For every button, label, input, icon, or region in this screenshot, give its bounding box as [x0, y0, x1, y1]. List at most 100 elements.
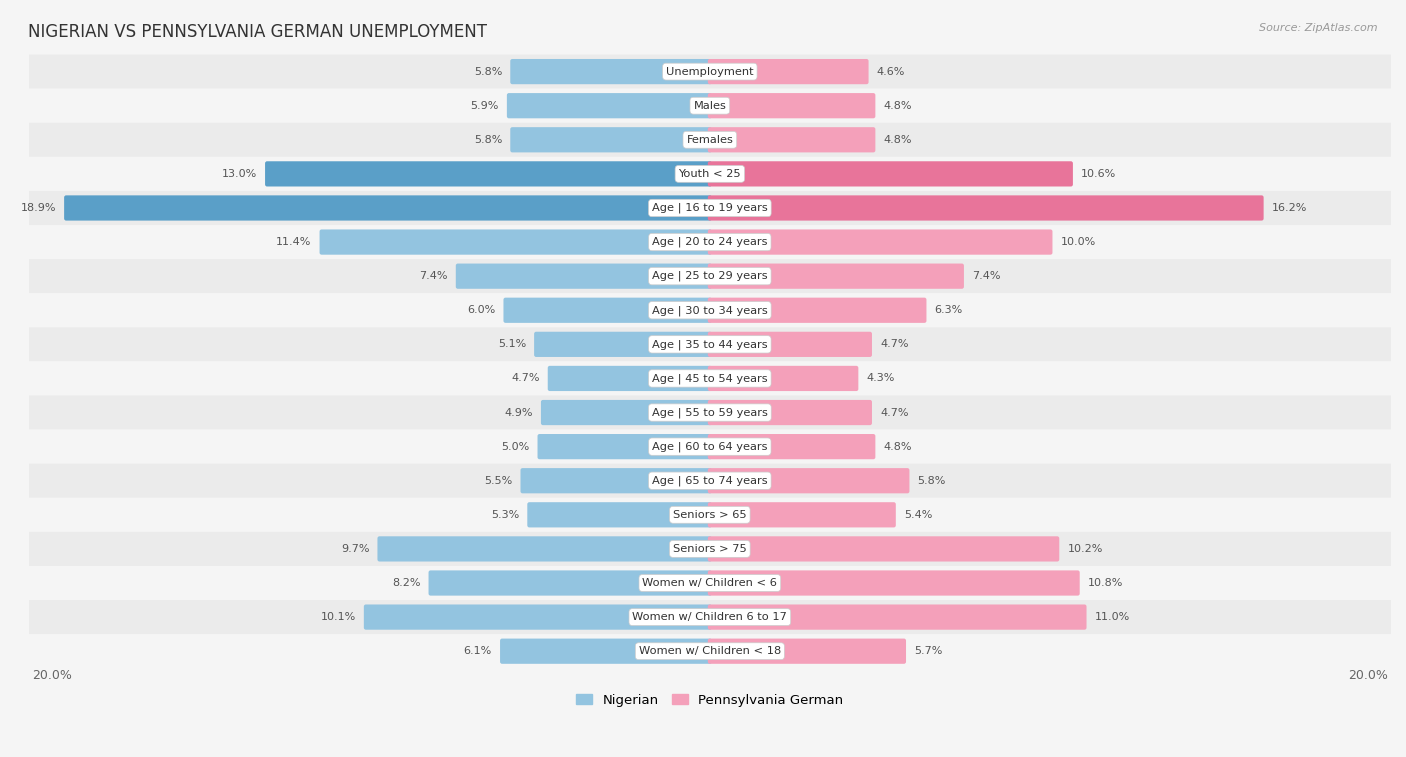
- FancyBboxPatch shape: [28, 498, 1391, 532]
- Text: Age | 25 to 29 years: Age | 25 to 29 years: [652, 271, 768, 282]
- FancyBboxPatch shape: [28, 327, 1391, 361]
- FancyBboxPatch shape: [707, 468, 910, 494]
- Legend: Nigerian, Pennsylvania German: Nigerian, Pennsylvania German: [576, 693, 844, 706]
- FancyBboxPatch shape: [28, 395, 1391, 429]
- FancyBboxPatch shape: [537, 434, 711, 459]
- Text: Unemployment: Unemployment: [666, 67, 754, 76]
- FancyBboxPatch shape: [707, 93, 876, 118]
- FancyBboxPatch shape: [364, 605, 711, 630]
- FancyBboxPatch shape: [28, 89, 1391, 123]
- FancyBboxPatch shape: [501, 639, 711, 664]
- FancyBboxPatch shape: [28, 225, 1391, 259]
- FancyBboxPatch shape: [707, 127, 876, 152]
- FancyBboxPatch shape: [28, 600, 1391, 634]
- Text: 5.3%: 5.3%: [491, 509, 519, 520]
- Text: Youth < 25: Youth < 25: [679, 169, 741, 179]
- FancyBboxPatch shape: [503, 298, 711, 323]
- FancyBboxPatch shape: [707, 400, 872, 425]
- Text: Age | 55 to 59 years: Age | 55 to 59 years: [652, 407, 768, 418]
- Text: 20.0%: 20.0%: [32, 669, 72, 682]
- Text: NIGERIAN VS PENNSYLVANIA GERMAN UNEMPLOYMENT: NIGERIAN VS PENNSYLVANIA GERMAN UNEMPLOY…: [28, 23, 486, 41]
- Text: 5.4%: 5.4%: [904, 509, 932, 520]
- FancyBboxPatch shape: [707, 536, 1059, 562]
- FancyBboxPatch shape: [28, 259, 1391, 293]
- Text: Age | 20 to 24 years: Age | 20 to 24 years: [652, 237, 768, 248]
- Text: 9.7%: 9.7%: [340, 544, 370, 554]
- FancyBboxPatch shape: [707, 332, 872, 357]
- FancyBboxPatch shape: [28, 123, 1391, 157]
- FancyBboxPatch shape: [28, 293, 1391, 327]
- FancyBboxPatch shape: [548, 366, 711, 391]
- Text: 4.3%: 4.3%: [866, 373, 894, 384]
- Text: 7.4%: 7.4%: [972, 271, 1001, 281]
- Text: 5.5%: 5.5%: [484, 475, 512, 486]
- Text: 4.8%: 4.8%: [883, 101, 912, 111]
- Text: Women w/ Children < 6: Women w/ Children < 6: [643, 578, 778, 588]
- FancyBboxPatch shape: [707, 570, 1080, 596]
- FancyBboxPatch shape: [510, 127, 711, 152]
- Text: 6.1%: 6.1%: [464, 646, 492, 656]
- Text: 10.8%: 10.8%: [1088, 578, 1123, 588]
- FancyBboxPatch shape: [707, 59, 869, 84]
- Text: 10.2%: 10.2%: [1067, 544, 1102, 554]
- FancyBboxPatch shape: [65, 195, 711, 220]
- FancyBboxPatch shape: [541, 400, 711, 425]
- FancyBboxPatch shape: [707, 639, 905, 664]
- Text: 5.8%: 5.8%: [474, 67, 502, 76]
- FancyBboxPatch shape: [707, 229, 1053, 254]
- FancyBboxPatch shape: [510, 59, 711, 84]
- Text: 8.2%: 8.2%: [392, 578, 420, 588]
- Text: Age | 30 to 34 years: Age | 30 to 34 years: [652, 305, 768, 316]
- Text: Women w/ Children 6 to 17: Women w/ Children 6 to 17: [633, 612, 787, 622]
- Text: 10.1%: 10.1%: [321, 612, 356, 622]
- FancyBboxPatch shape: [707, 502, 896, 528]
- FancyBboxPatch shape: [429, 570, 711, 596]
- FancyBboxPatch shape: [377, 536, 711, 562]
- Text: Source: ZipAtlas.com: Source: ZipAtlas.com: [1260, 23, 1378, 33]
- FancyBboxPatch shape: [28, 566, 1391, 600]
- Text: Women w/ Children < 18: Women w/ Children < 18: [638, 646, 780, 656]
- FancyBboxPatch shape: [527, 502, 711, 528]
- Text: 20.0%: 20.0%: [1348, 669, 1388, 682]
- FancyBboxPatch shape: [707, 195, 1264, 220]
- Text: Seniors > 65: Seniors > 65: [673, 509, 747, 520]
- Text: Age | 16 to 19 years: Age | 16 to 19 years: [652, 203, 768, 213]
- Text: 16.2%: 16.2%: [1272, 203, 1308, 213]
- FancyBboxPatch shape: [319, 229, 711, 254]
- FancyBboxPatch shape: [28, 464, 1391, 498]
- Text: 11.4%: 11.4%: [276, 237, 311, 247]
- FancyBboxPatch shape: [28, 634, 1391, 668]
- Text: 6.3%: 6.3%: [935, 305, 963, 315]
- FancyBboxPatch shape: [508, 93, 711, 118]
- Text: 4.7%: 4.7%: [880, 339, 908, 349]
- FancyBboxPatch shape: [707, 263, 965, 288]
- Text: 5.8%: 5.8%: [474, 135, 502, 145]
- Text: Age | 60 to 64 years: Age | 60 to 64 years: [652, 441, 768, 452]
- Text: 4.9%: 4.9%: [505, 407, 533, 418]
- Text: Males: Males: [693, 101, 727, 111]
- Text: 4.6%: 4.6%: [877, 67, 905, 76]
- Text: Age | 35 to 44 years: Age | 35 to 44 years: [652, 339, 768, 350]
- Text: 4.8%: 4.8%: [883, 441, 912, 452]
- FancyBboxPatch shape: [266, 161, 711, 186]
- Text: 7.4%: 7.4%: [419, 271, 447, 281]
- FancyBboxPatch shape: [28, 55, 1391, 89]
- FancyBboxPatch shape: [707, 298, 927, 323]
- Text: 5.7%: 5.7%: [914, 646, 942, 656]
- FancyBboxPatch shape: [28, 532, 1391, 566]
- Text: Age | 65 to 74 years: Age | 65 to 74 years: [652, 475, 768, 486]
- Text: 4.7%: 4.7%: [510, 373, 540, 384]
- FancyBboxPatch shape: [28, 429, 1391, 464]
- Text: 4.7%: 4.7%: [880, 407, 908, 418]
- FancyBboxPatch shape: [28, 157, 1391, 191]
- Text: 5.9%: 5.9%: [471, 101, 499, 111]
- FancyBboxPatch shape: [707, 366, 858, 391]
- Text: Females: Females: [686, 135, 734, 145]
- FancyBboxPatch shape: [707, 434, 876, 459]
- Text: 11.0%: 11.0%: [1095, 612, 1130, 622]
- Text: 13.0%: 13.0%: [222, 169, 257, 179]
- FancyBboxPatch shape: [456, 263, 711, 288]
- FancyBboxPatch shape: [707, 161, 1073, 186]
- Text: Age | 45 to 54 years: Age | 45 to 54 years: [652, 373, 768, 384]
- Text: 10.0%: 10.0%: [1060, 237, 1095, 247]
